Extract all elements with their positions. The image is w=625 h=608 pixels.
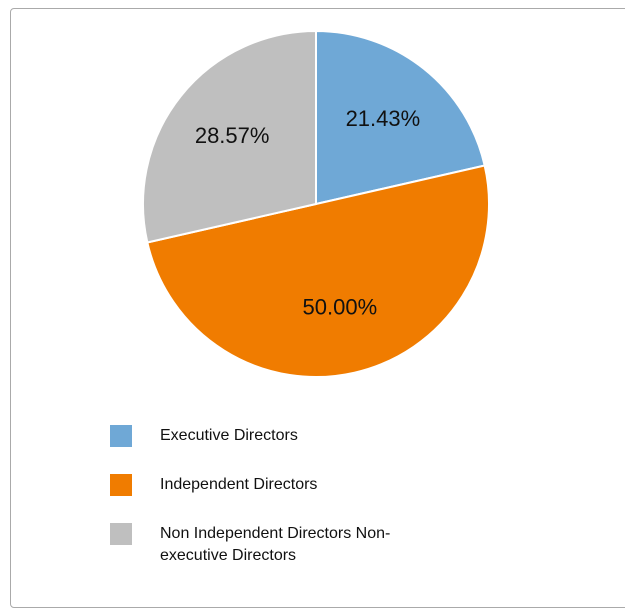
legend-item: Executive Directors	[110, 425, 410, 447]
legend-item: Non Independent Directors Non-executive …	[110, 523, 410, 567]
data-label: 50.00%	[303, 294, 378, 319]
data-label: 28.57%	[195, 123, 270, 148]
pie-slice	[142, 29, 317, 244]
legend-label: Independent Directors	[160, 476, 318, 493]
legend-swatch	[110, 425, 132, 447]
legend-item: Independent Directors	[110, 474, 410, 496]
legend-swatch	[110, 523, 132, 545]
pie-slice	[146, 164, 490, 378]
legend-label: Non Independent Directors Non-executive …	[160, 525, 391, 564]
page: {"chart_data": {"type": "pie", "categori…	[10, 8, 625, 608]
legend-label: Executive Directors	[160, 427, 298, 444]
data-label: 21.43%	[346, 106, 421, 131]
pie-slice	[315, 29, 486, 206]
chart: 21.43% 50.00% 28.57%	[142, 29, 490, 378]
legend: Executive Directors Independent Directors…	[110, 425, 410, 594]
legend-swatch	[110, 474, 132, 496]
